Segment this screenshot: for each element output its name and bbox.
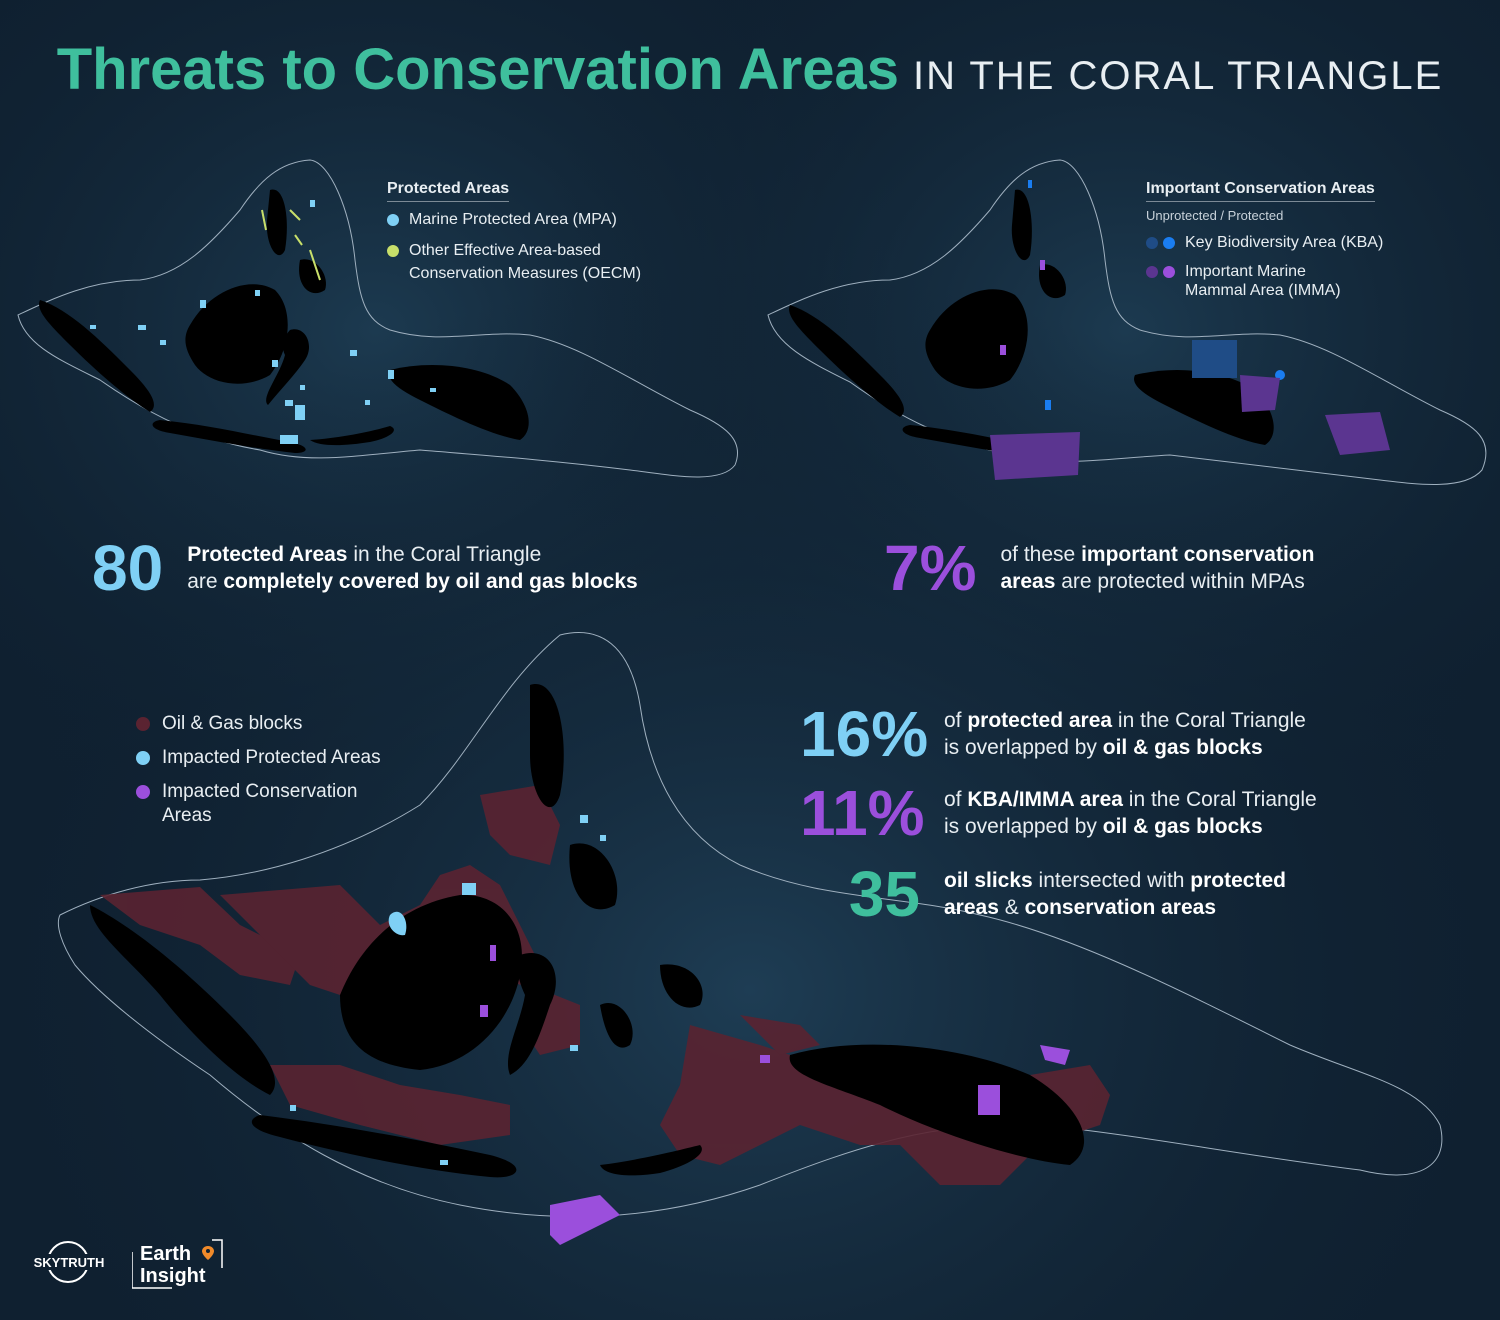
title-sub: IN THE CORAL TRIANGLE bbox=[913, 54, 1444, 98]
stat-text: of KBA/IMMA area in the Coral Triangle i… bbox=[944, 788, 1317, 838]
impacted-protected-dot-icon bbox=[136, 751, 150, 765]
stat-pa-overlap: 16% of protected area in the Coral Trian… bbox=[800, 702, 1306, 766]
legend-item-impacted-protected: Impacted Protected Areas bbox=[136, 746, 416, 770]
legend-title: Protected Areas bbox=[387, 180, 510, 202]
legend-label: Key Biodiversity Area (KBA) bbox=[1185, 234, 1384, 251]
stat-text: of protected area in the Coral Triangle … bbox=[944, 709, 1306, 759]
stat-text: of these important conservation areas ar… bbox=[1000, 543, 1315, 593]
legend-conservation-areas: Important Conservation Areas Unprotected… bbox=[1146, 180, 1406, 308]
kba-unprotected-dot-icon bbox=[1146, 237, 1158, 249]
legend-item-impacted-conservation: Impacted Conservation Areas bbox=[136, 780, 416, 828]
coral-triangle-boundary bbox=[57, 632, 1443, 1218]
imma-shapes bbox=[990, 260, 1390, 480]
imma-protected-dot-icon bbox=[1163, 266, 1175, 278]
map-conservation-areas bbox=[767, 159, 1487, 485]
stat-imp-protected: 7% of these important conservation areas… bbox=[884, 536, 1314, 600]
mpa-dot-icon bbox=[387, 214, 399, 226]
kba-protected-dot-icon bbox=[1163, 237, 1175, 249]
stat-text: oil slicks intersected with protected ar… bbox=[944, 869, 1286, 919]
legend-item-oecm: Other Effective Area-based Conservation … bbox=[387, 239, 687, 285]
legend-label: Important Marine Mammal Area (IMMA) bbox=[1185, 263, 1341, 299]
impacted-conservation-shapes bbox=[480, 945, 1070, 1245]
legend-subtitle: Unprotected / Protected bbox=[1146, 208, 1284, 223]
imma-unprotected-dot-icon bbox=[1146, 266, 1158, 278]
stat-kba-overlap: 11% of KBA/IMMA area in the Coral Triang… bbox=[800, 781, 1317, 845]
land-masses bbox=[39, 189, 529, 453]
land-masses bbox=[90, 684, 1085, 1178]
legend-item-kba: Key Biodiversity Area (KBA) bbox=[1146, 231, 1406, 254]
legend-title: Important Conservation Areas bbox=[1146, 180, 1375, 202]
oecm-dot-icon bbox=[387, 245, 399, 257]
map-threats bbox=[57, 632, 1443, 1245]
stat-value: 16% bbox=[800, 698, 929, 770]
skytruth-logo: SKYTRUTH bbox=[28, 1241, 110, 1283]
map-protected-areas bbox=[17, 159, 739, 478]
legend-label: Oil & Gas blocks bbox=[162, 713, 303, 734]
earth-insight-logo: Earth Insight bbox=[132, 1239, 223, 1289]
svg-text:Insight: Insight bbox=[140, 1265, 206, 1287]
legend-protected-areas: Protected Areas Marine Protected Area (M… bbox=[387, 180, 687, 293]
legend-item-oil-gas: Oil & Gas blocks bbox=[136, 712, 416, 736]
legend-threats: Oil & Gas blocks Impacted Protected Area… bbox=[136, 712, 416, 838]
skytruth-logo-text: SKYTRUTH bbox=[34, 1255, 105, 1270]
kba-shapes bbox=[1028, 180, 1285, 410]
svg-text:Earth: Earth bbox=[140, 1243, 191, 1265]
legend-label: Impacted Protected Areas bbox=[162, 747, 381, 768]
title-main: Threats to Conservation Areas bbox=[56, 37, 900, 102]
oecm-shapes bbox=[261, 209, 321, 281]
stat-slicks: 35 oil slicks intersected with protected… bbox=[800, 862, 1286, 926]
legend-item-imma: Important Marine Mammal Area (IMMA) bbox=[1146, 262, 1406, 300]
stat-value: 7% bbox=[884, 532, 977, 604]
stat-value: 80 bbox=[92, 532, 164, 604]
mpa-shapes bbox=[90, 200, 436, 444]
land-masses bbox=[789, 189, 1274, 458]
stat-text: Protected Areas in the Coral Triangle ar… bbox=[187, 543, 638, 593]
legend-label: Impacted Conservation Areas bbox=[162, 781, 358, 826]
coral-triangle-boundary bbox=[17, 159, 739, 478]
legend-label: Other Effective Area-based Conservation … bbox=[409, 242, 642, 282]
stat-protected-blocks: 80 Protected Areas in the Coral Triangle… bbox=[92, 536, 638, 600]
oil-gas-dot-icon bbox=[136, 717, 150, 731]
legend-item-mpa: Marine Protected Area (MPA) bbox=[387, 208, 687, 231]
legend-label: Marine Protected Area (MPA) bbox=[409, 211, 617, 228]
impacted-conservation-dot-icon bbox=[136, 785, 150, 799]
stat-value: 11% bbox=[800, 777, 925, 849]
stat-value: 35 bbox=[848, 858, 920, 930]
page-title: Threats to Conservation Areas IN THE CORA… bbox=[0, 36, 1500, 103]
